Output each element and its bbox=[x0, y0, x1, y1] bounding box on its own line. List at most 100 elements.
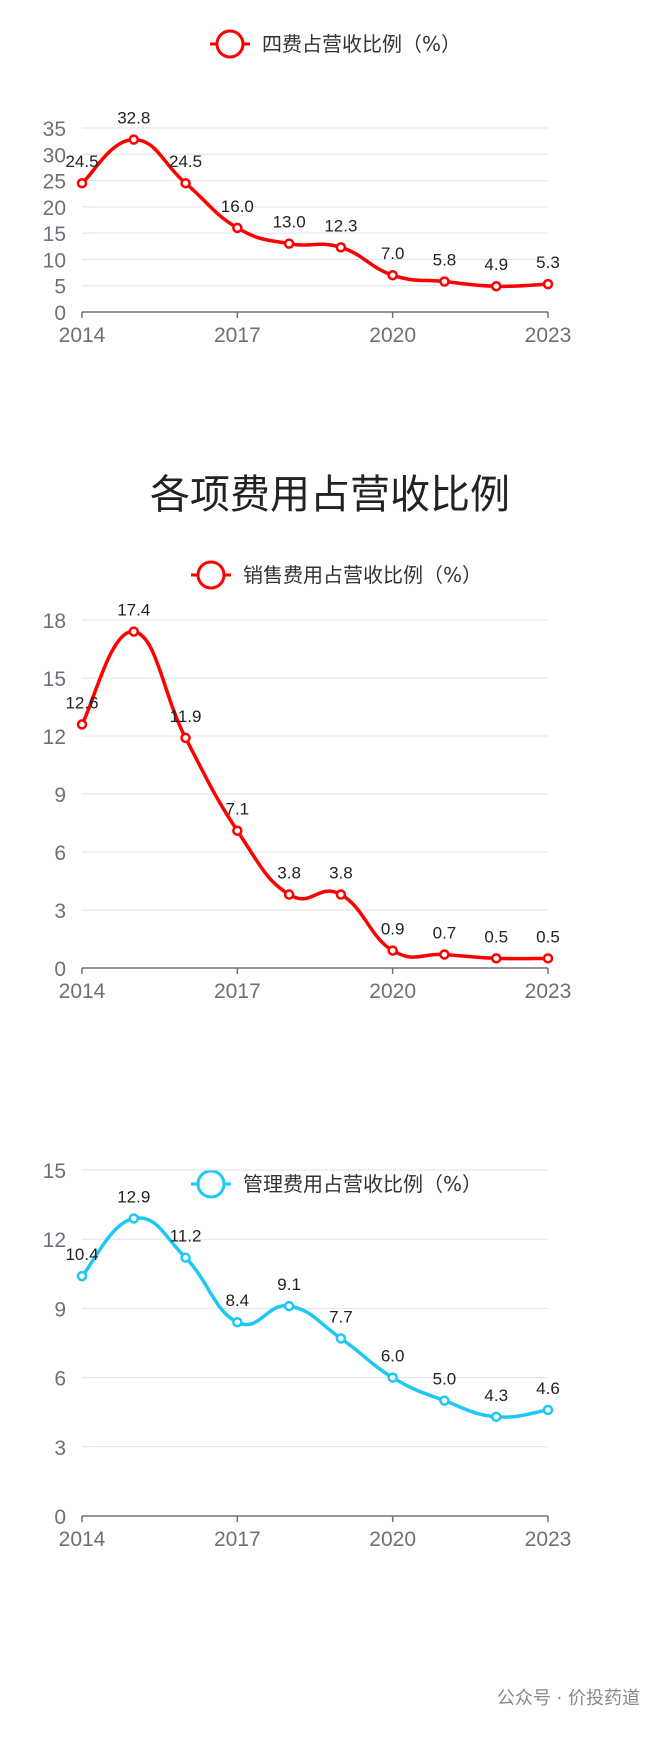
data-point bbox=[542, 278, 554, 290]
data-point bbox=[439, 276, 450, 287]
y-tick-label: 15 bbox=[43, 1160, 66, 1183]
legend-label: 四费占营收比例（%） bbox=[262, 32, 461, 56]
data-point bbox=[490, 1411, 502, 1423]
x-tick-label: 2017 bbox=[214, 980, 261, 1003]
data-label: 10.4 bbox=[65, 1245, 98, 1264]
y-tick-label: 15 bbox=[43, 223, 66, 246]
data-label: 5.0 bbox=[433, 1370, 457, 1389]
data-label: 32.8 bbox=[117, 109, 150, 128]
y-tick-label: 0 bbox=[54, 958, 66, 981]
legend-label: 销售费用占营收比例（%） bbox=[243, 563, 482, 587]
data-point bbox=[180, 732, 191, 744]
legend-marker bbox=[196, 560, 226, 590]
y-tick-label: 6 bbox=[54, 842, 66, 865]
y-tick-label: 20 bbox=[43, 197, 66, 220]
data-label: 6.0 bbox=[381, 1347, 405, 1366]
data-point bbox=[542, 1404, 554, 1416]
y-tick-label: 15 bbox=[43, 668, 66, 691]
chart-admin-expense: 管理费用占营收比例（%） 0 3 6 9 12 15 2014 2017 2020 2023 10.4… bbox=[43, 1160, 572, 1551]
x-tick-label: 2014 bbox=[59, 324, 106, 347]
series-line bbox=[80, 1216, 549, 1419]
data-label: 0.9 bbox=[381, 920, 405, 939]
data-point bbox=[387, 1372, 398, 1383]
y-tick-label: 18 bbox=[43, 610, 66, 633]
data-label: 12.3 bbox=[324, 216, 357, 235]
y-tick-label: 25 bbox=[43, 171, 66, 194]
data-label: 0.5 bbox=[484, 927, 508, 946]
data-label: 11.9 bbox=[170, 707, 202, 726]
x-tick-label: 2023 bbox=[525, 324, 572, 347]
data-point bbox=[232, 825, 243, 836]
data-label: 4.9 bbox=[484, 255, 508, 274]
y-tick-label: 30 bbox=[43, 144, 66, 167]
watermark: 公众号 · 价投药道 bbox=[496, 1688, 640, 1709]
data-point bbox=[387, 269, 398, 281]
data-point bbox=[128, 1213, 140, 1224]
x-tick-label: 2017 bbox=[214, 324, 261, 347]
y-tick-label: 3 bbox=[54, 900, 66, 923]
legend: 管理费用占营收比例（%） bbox=[191, 1169, 482, 1199]
data-point bbox=[180, 177, 191, 189]
y-tick-label: 9 bbox=[54, 1298, 66, 1321]
chart-four-expenses: 四费占营收比例（%） 0 5 10 15 20 25 30 35 2014 2017 2020 2023… bbox=[43, 29, 572, 347]
y-tick-label: 35 bbox=[43, 118, 66, 141]
y-tick-label: 6 bbox=[54, 1368, 66, 1391]
data-label: 0.7 bbox=[433, 923, 457, 942]
data-point bbox=[180, 1252, 191, 1263]
data-label: 9.1 bbox=[277, 1275, 301, 1294]
data-label: 24.5 bbox=[65, 152, 98, 171]
data-point bbox=[335, 242, 347, 253]
data-label: 12.6 bbox=[65, 693, 98, 712]
series-line bbox=[80, 137, 549, 289]
data-point bbox=[283, 1300, 295, 1312]
x-tick-label: 2020 bbox=[369, 1528, 416, 1551]
data-label: 3.8 bbox=[329, 864, 353, 883]
data-label: 8.4 bbox=[226, 1291, 250, 1310]
data-label: 7.0 bbox=[381, 244, 405, 263]
data-point bbox=[283, 238, 295, 249]
y-tick-label: 0 bbox=[54, 302, 66, 325]
data-point bbox=[128, 626, 140, 637]
x-tick-label: 2017 bbox=[214, 1528, 261, 1551]
data-point bbox=[76, 1270, 88, 1282]
legend: 销售费用占营收比例（%） bbox=[191, 560, 482, 590]
data-point bbox=[76, 177, 88, 189]
data-point bbox=[283, 889, 295, 900]
y-tick-label: 10 bbox=[43, 249, 66, 272]
data-point bbox=[128, 134, 140, 145]
legend-label: 管理费用占营收比例（%） bbox=[243, 1172, 482, 1196]
data-label: 7.7 bbox=[329, 1307, 353, 1326]
data-label: 24.5 bbox=[169, 152, 202, 171]
data-label: 11.2 bbox=[170, 1227, 202, 1246]
legend: 四费占营收比例（%） bbox=[210, 29, 461, 59]
data-point bbox=[335, 1333, 347, 1344]
y-tick-label: 12 bbox=[43, 726, 66, 749]
x-tick-label: 2023 bbox=[525, 1528, 572, 1551]
data-point bbox=[490, 953, 502, 964]
data-point bbox=[232, 1316, 243, 1328]
data-label: 0.5 bbox=[536, 927, 560, 946]
y-tick-label: 3 bbox=[54, 1437, 66, 1460]
data-label: 5.8 bbox=[433, 251, 457, 270]
data-point bbox=[439, 1395, 450, 1406]
data-label: 12.9 bbox=[117, 1187, 150, 1206]
x-tick-label: 2023 bbox=[525, 980, 572, 1003]
chart-sales-expense: 销售费用占营收比例（%） 0 3 6 9 12 15 18 2014 2017 2020 2023 12… bbox=[43, 560, 572, 1003]
y-tick-label: 5 bbox=[54, 276, 66, 299]
data-label: 7.1 bbox=[226, 800, 250, 819]
section-title: 各项费用占营收比例 bbox=[150, 472, 510, 518]
data-point bbox=[490, 280, 502, 292]
legend-marker bbox=[196, 1169, 226, 1199]
y-tick-label: 9 bbox=[54, 784, 66, 807]
x-tick-label: 2020 bbox=[369, 324, 416, 347]
data-point bbox=[76, 719, 88, 730]
data-label: 17.4 bbox=[117, 601, 150, 620]
data-point bbox=[232, 222, 243, 234]
data-point bbox=[542, 953, 554, 964]
x-tick-label: 2014 bbox=[59, 980, 106, 1003]
legend-marker bbox=[215, 29, 245, 59]
y-tick-label: 0 bbox=[54, 1506, 66, 1529]
data-label: 16.0 bbox=[221, 197, 254, 216]
data-point bbox=[387, 945, 398, 956]
